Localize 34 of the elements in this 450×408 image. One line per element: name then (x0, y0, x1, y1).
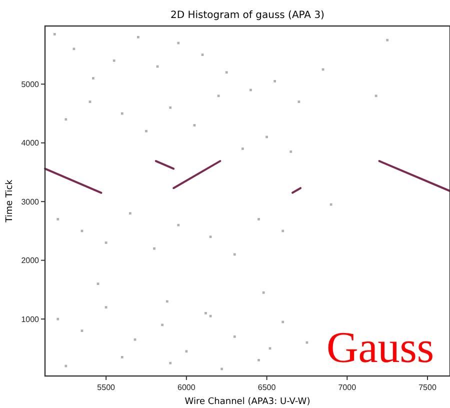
point (169, 362, 172, 364)
x-tick-label: 7000 (338, 383, 357, 392)
point (128, 212, 132, 215)
x-tick-label: 7500 (418, 383, 437, 392)
point (225, 71, 228, 74)
point (169, 106, 172, 109)
point (233, 253, 236, 256)
x-tick-label: 5500 (97, 383, 116, 392)
y-axis-title: Time Tick (5, 178, 15, 224)
y-tick-label: 2000 (21, 256, 40, 266)
chart-title: 2D Histogram of gauss (APA 3) (170, 10, 325, 21)
point (72, 48, 76, 50)
point (217, 94, 220, 98)
point (233, 335, 236, 338)
point (374, 94, 378, 98)
point (112, 59, 116, 62)
y-tick-label: 5000 (21, 80, 40, 89)
x-tick-label: 6500 (258, 383, 276, 392)
point (262, 291, 265, 294)
point (64, 118, 68, 121)
point (177, 224, 180, 226)
point (104, 241, 108, 244)
point (386, 38, 389, 42)
y-tick-label: 3000 (21, 197, 40, 206)
point (185, 350, 188, 353)
point (161, 324, 164, 326)
x-axis-title: Wire Channel (APA3: U-V-W) (184, 397, 310, 407)
point (166, 300, 168, 303)
annotation: Gauss (326, 323, 434, 372)
point (282, 230, 284, 232)
y-tick-label: 4000 (21, 138, 40, 148)
x-tick-label: 6000 (178, 383, 196, 392)
y-tick-label: 1000 (21, 314, 40, 324)
point (290, 150, 292, 153)
